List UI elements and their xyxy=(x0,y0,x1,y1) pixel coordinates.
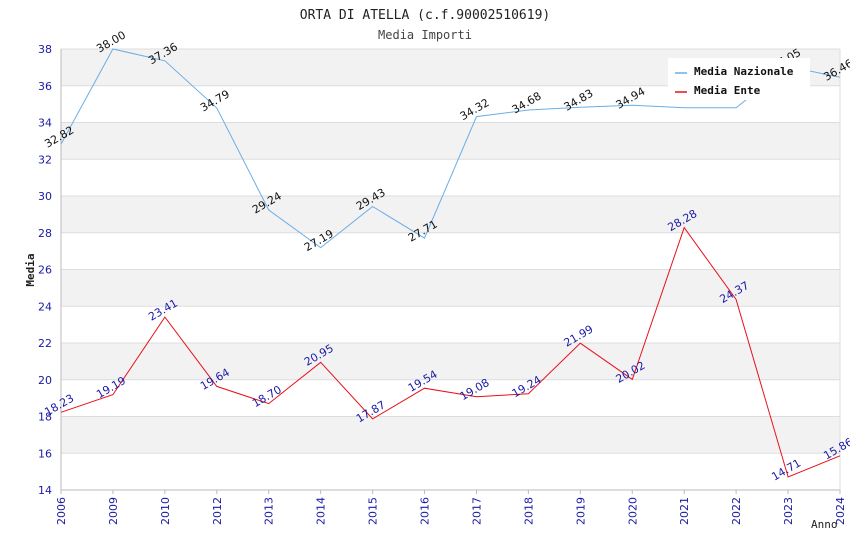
data-label: 14.71 xyxy=(769,456,803,483)
x-tick-label: 2009 xyxy=(107,497,120,525)
grid-band xyxy=(61,196,840,233)
y-tick-label: 30 xyxy=(38,190,52,203)
grid-band xyxy=(61,122,840,160)
data-label: 34.83 xyxy=(562,87,596,114)
axes xyxy=(60,49,841,494)
x-tick-label: 2019 xyxy=(574,497,587,525)
y-tick-label: 34 xyxy=(38,117,52,130)
series-line-media-nazionale xyxy=(60,48,841,249)
data-label: 34.79 xyxy=(198,87,232,114)
x-tick-label: 2014 xyxy=(315,497,328,525)
y-tick-label: 36 xyxy=(38,80,52,93)
grid-band xyxy=(61,269,840,307)
x-tick-label: 2023 xyxy=(782,497,795,525)
data-label: 18.70 xyxy=(250,383,284,410)
y-tick-label: 32 xyxy=(38,153,52,166)
y-tick-label: 24 xyxy=(38,300,52,313)
y-tick-label: 14 xyxy=(38,484,52,497)
x-tick-label: 2006 xyxy=(55,497,68,525)
grid-band xyxy=(61,416,840,454)
x-tick-label: 2012 xyxy=(211,497,224,525)
x-tick-label: 2022 xyxy=(730,497,743,525)
chart-title: ORTA DI ATELLA (c.f.90002510619) xyxy=(300,8,550,23)
x-tick-label: 2017 xyxy=(470,497,483,525)
y-tick-label: 22 xyxy=(38,337,52,350)
data-label: 34.32 xyxy=(458,96,492,123)
x-tick-label: 2024 xyxy=(834,497,847,525)
grid-band xyxy=(61,343,840,380)
data-label: 18.23 xyxy=(42,392,76,419)
data-label: 34.94 xyxy=(614,85,648,112)
y-tick-label: 26 xyxy=(38,264,52,277)
legend-label-media-ente: Media Ente xyxy=(694,84,761,97)
series-line-media-ente xyxy=(60,226,841,478)
x-tick-label: 2013 xyxy=(263,497,276,525)
x-tick-label: 2010 xyxy=(159,497,172,525)
y-tick-label: 28 xyxy=(38,227,52,240)
y-tick-label: 38 xyxy=(38,43,52,56)
y-tick-label: 20 xyxy=(38,374,52,387)
y-tick-label: 18 xyxy=(38,411,52,424)
x-tick-label: 2015 xyxy=(367,497,380,525)
legend: Media Nazionale Media Ente xyxy=(668,58,810,100)
y-axis-label: Media xyxy=(24,253,37,286)
x-tick-label: 2020 xyxy=(626,497,639,525)
series-lines xyxy=(60,48,841,478)
chart-subtitle: Media Importi xyxy=(378,28,472,42)
legend-label-media-nazionale: Media Nazionale xyxy=(694,65,794,78)
x-tick-label: 2021 xyxy=(678,497,691,525)
legend-box xyxy=(668,58,810,100)
x-tick-label: 2016 xyxy=(419,497,432,525)
data-label: 34.68 xyxy=(510,89,544,116)
x-tick-labels: 2006 2009 2010 2012 2013 2014 2015 2016 2017 2018… xyxy=(55,497,847,525)
y-tick-label: 16 xyxy=(38,447,52,460)
x-tick-label: 2018 xyxy=(522,497,535,525)
y-tick-labels: 14 16 18 20 22 24 26 28 30 32 34 36 38 xyxy=(38,43,52,497)
x-axis-label: Anno xyxy=(811,518,838,531)
